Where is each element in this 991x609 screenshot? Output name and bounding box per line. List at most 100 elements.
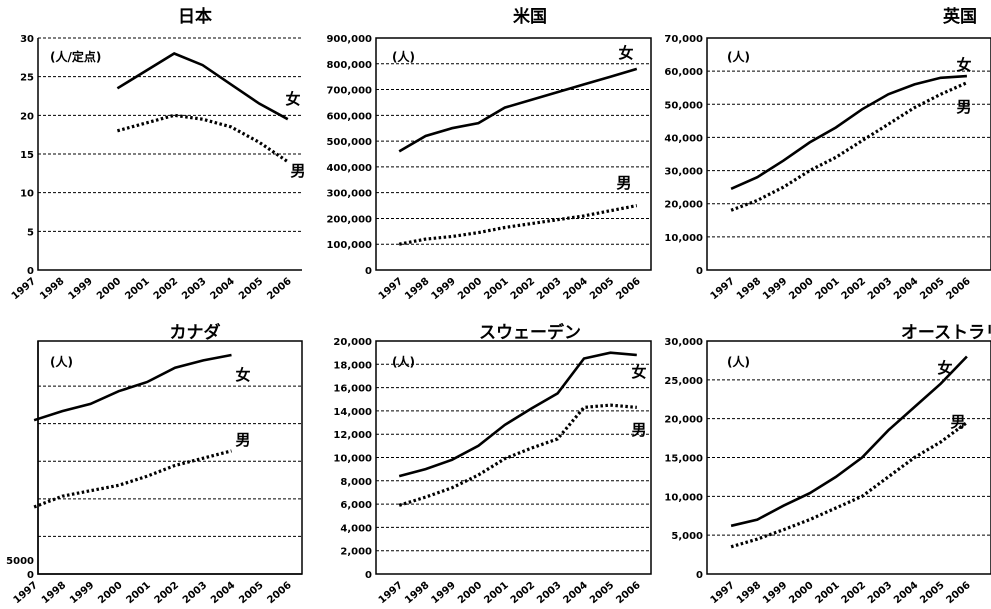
y-tick-label: 0	[365, 266, 372, 277]
x-tick-label: 1999	[430, 276, 458, 302]
x-tick-label: 2001	[123, 276, 151, 302]
series-label-male: 男	[290, 162, 305, 180]
x-tick-label: 2001	[813, 580, 841, 606]
x-tick-label: 2003	[866, 276, 894, 302]
series-line-female	[116, 52, 289, 121]
x-tick-label: 1999	[761, 580, 789, 606]
chart-title-5: オーストラリア	[901, 323, 991, 343]
x-tick-label: 2006	[265, 276, 293, 302]
series-label-male: 男	[235, 431, 250, 449]
chart-svg-2: 英国 0 10,000 20,000 30,000 40,000 50,000 60,000 7…	[664, 6, 991, 302]
y-tick-label: 10,000	[664, 492, 703, 503]
chart-title-2: 英国	[943, 6, 977, 27]
y-tick-label: 0	[696, 570, 703, 581]
unit-label: (人)	[727, 49, 750, 64]
x-tick-label: 2001	[482, 276, 510, 302]
y-tick-label: 15	[20, 150, 34, 161]
x-tick-label: 2005	[237, 580, 265, 606]
x-tick-label: 2000	[787, 276, 815, 302]
y-tick-label: 200,000	[326, 214, 372, 225]
chart-title-0: 日本	[178, 6, 212, 27]
y-tick-label: 600,000	[326, 111, 372, 122]
x-tick-label: 2002	[509, 276, 537, 302]
plot-frame	[37, 340, 303, 575]
x-tick-label: 1999	[430, 580, 458, 606]
chart-svg-4: スウェーデン 0 2,000 4,000 6,000 8,000 10,000 12,000 1…	[333, 322, 652, 606]
series-line-male	[730, 81, 968, 212]
y-tick-label: 100,000	[326, 240, 372, 251]
x-tick-label: 2002	[509, 580, 537, 606]
y-tick-label: 700,000	[326, 86, 372, 97]
y-tick-label: 14,000	[333, 407, 372, 418]
chart-title-1: 米国	[513, 6, 547, 27]
x-tick-label: 1998	[735, 276, 763, 302]
x-tick-label: 2006	[944, 276, 972, 302]
x-tick-label: 2005	[918, 580, 946, 606]
x-tick-label: 2000	[95, 276, 123, 302]
x-tick-label: 2000	[456, 580, 484, 606]
axes	[37, 38, 302, 271]
chart-panel-5: オーストラリア 0 5,000 10,000 15,000 20,000 25,000 30,…	[660, 305, 991, 609]
y-tick-label: 900,000	[326, 34, 372, 45]
x-tick-label: 2006	[265, 580, 293, 606]
y-tick-label: 8,000	[340, 477, 372, 488]
x-tick-label: 1999	[68, 580, 96, 606]
x-tick-label: 2002	[840, 276, 868, 302]
x-tick-label: 2003	[866, 580, 894, 606]
unit-label: (人/定点)	[50, 49, 101, 64]
y-tick-label: 30,000	[664, 337, 703, 348]
chart-title-3: カナダ	[170, 322, 221, 343]
y-tick-label: 50,000	[664, 100, 703, 111]
x-tick-label: 2001	[482, 580, 510, 606]
x-tick-label: 2005	[588, 276, 616, 302]
series-line-male	[33, 449, 232, 509]
x-tick-label: 2006	[614, 580, 642, 606]
series-line-male	[398, 403, 637, 507]
x-tick-label: 1998	[403, 580, 431, 606]
y-tick-label: 5000	[6, 556, 34, 567]
x-tick-label: 2006	[944, 580, 972, 606]
axes	[37, 341, 302, 575]
y-tick-label: 10,000	[664, 233, 703, 244]
y-tick-label: 18,000	[333, 360, 372, 371]
series-label-male: 男	[950, 413, 965, 431]
plot-frame	[375, 340, 652, 575]
x-tick-label: 1999	[761, 276, 789, 302]
y-tick-label: 25,000	[664, 376, 703, 387]
y-tick-label: 30	[20, 34, 34, 45]
y-tick-label: 20,000	[664, 415, 703, 426]
x-tick-label: 2004	[892, 580, 920, 606]
series-label-female: 女	[235, 366, 250, 384]
x-tick-label: 1997	[10, 276, 38, 302]
series-label-female: 女	[956, 56, 971, 74]
x-tick-label: 1998	[40, 580, 68, 606]
x-tick-label: 1997	[709, 580, 737, 606]
y-tick-label: 4,000	[340, 523, 372, 534]
chart-svg-3: カナダ 0 5000 1997 1998 1999 2000 2001 2002 2003 2004…	[6, 322, 303, 606]
y-tick-label: 60,000	[664, 67, 703, 78]
chart-panel-4: スウェーデン 0 2,000 4,000 6,000 8,000 10,000 12,000 1…	[330, 305, 660, 609]
chart-panel-1: 米国 0 100,000 200,000 300,000 400,000 500,000 60…	[326, 0, 660, 305]
series-line-female	[398, 67, 638, 153]
unit-label: (人)	[392, 49, 415, 64]
chart-panel-2: 英国 0 10,000 20,000 30,000 40,000 50,000 60,000 7…	[660, 0, 991, 305]
x-tick-label: 2003	[180, 276, 208, 302]
y-tick-label: 0	[27, 570, 34, 581]
series-line-male	[730, 421, 968, 549]
plot-frame	[375, 37, 652, 271]
plot-frame	[706, 37, 991, 271]
x-tick-label: 2004	[562, 276, 590, 302]
y-tick-label: 0	[365, 570, 372, 581]
series-label-female: 女	[937, 359, 952, 377]
y-tick-label: 40,000	[664, 133, 703, 144]
x-tick-label: 2006	[614, 276, 642, 302]
x-tick-label: 2002	[840, 580, 868, 606]
unit-label: (人)	[392, 354, 415, 369]
x-tick-label: 2002	[152, 276, 180, 302]
series-line-male	[398, 204, 638, 246]
x-tick-label: 2002	[153, 580, 181, 606]
y-tick-label: 15,000	[664, 454, 703, 465]
y-tick-label: 25	[20, 73, 34, 84]
y-tick-label: 20,000	[333, 337, 372, 348]
